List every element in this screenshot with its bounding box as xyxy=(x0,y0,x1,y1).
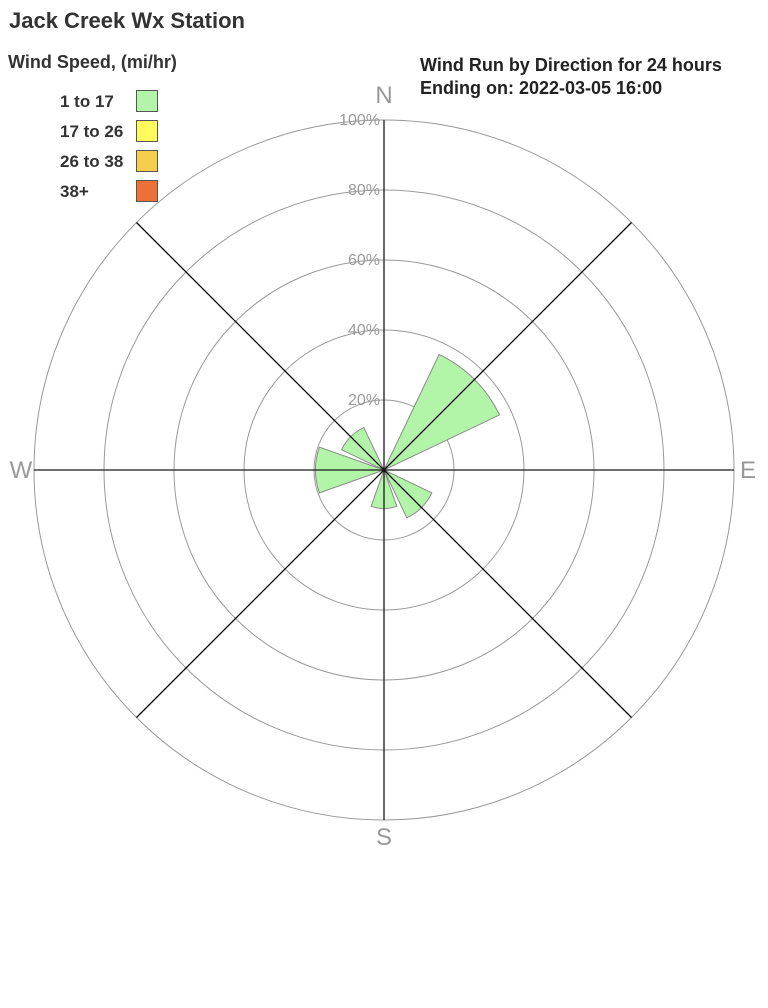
svg-text:60%: 60% xyxy=(348,252,380,269)
svg-text:40%: 40% xyxy=(348,322,380,339)
svg-text:S: S xyxy=(376,824,392,851)
svg-text:N: N xyxy=(375,82,392,109)
svg-text:E: E xyxy=(740,457,756,484)
svg-text:80%: 80% xyxy=(348,182,380,199)
svg-text:100%: 100% xyxy=(339,112,380,129)
svg-text:20%: 20% xyxy=(348,392,380,409)
svg-text:W: W xyxy=(10,457,33,484)
